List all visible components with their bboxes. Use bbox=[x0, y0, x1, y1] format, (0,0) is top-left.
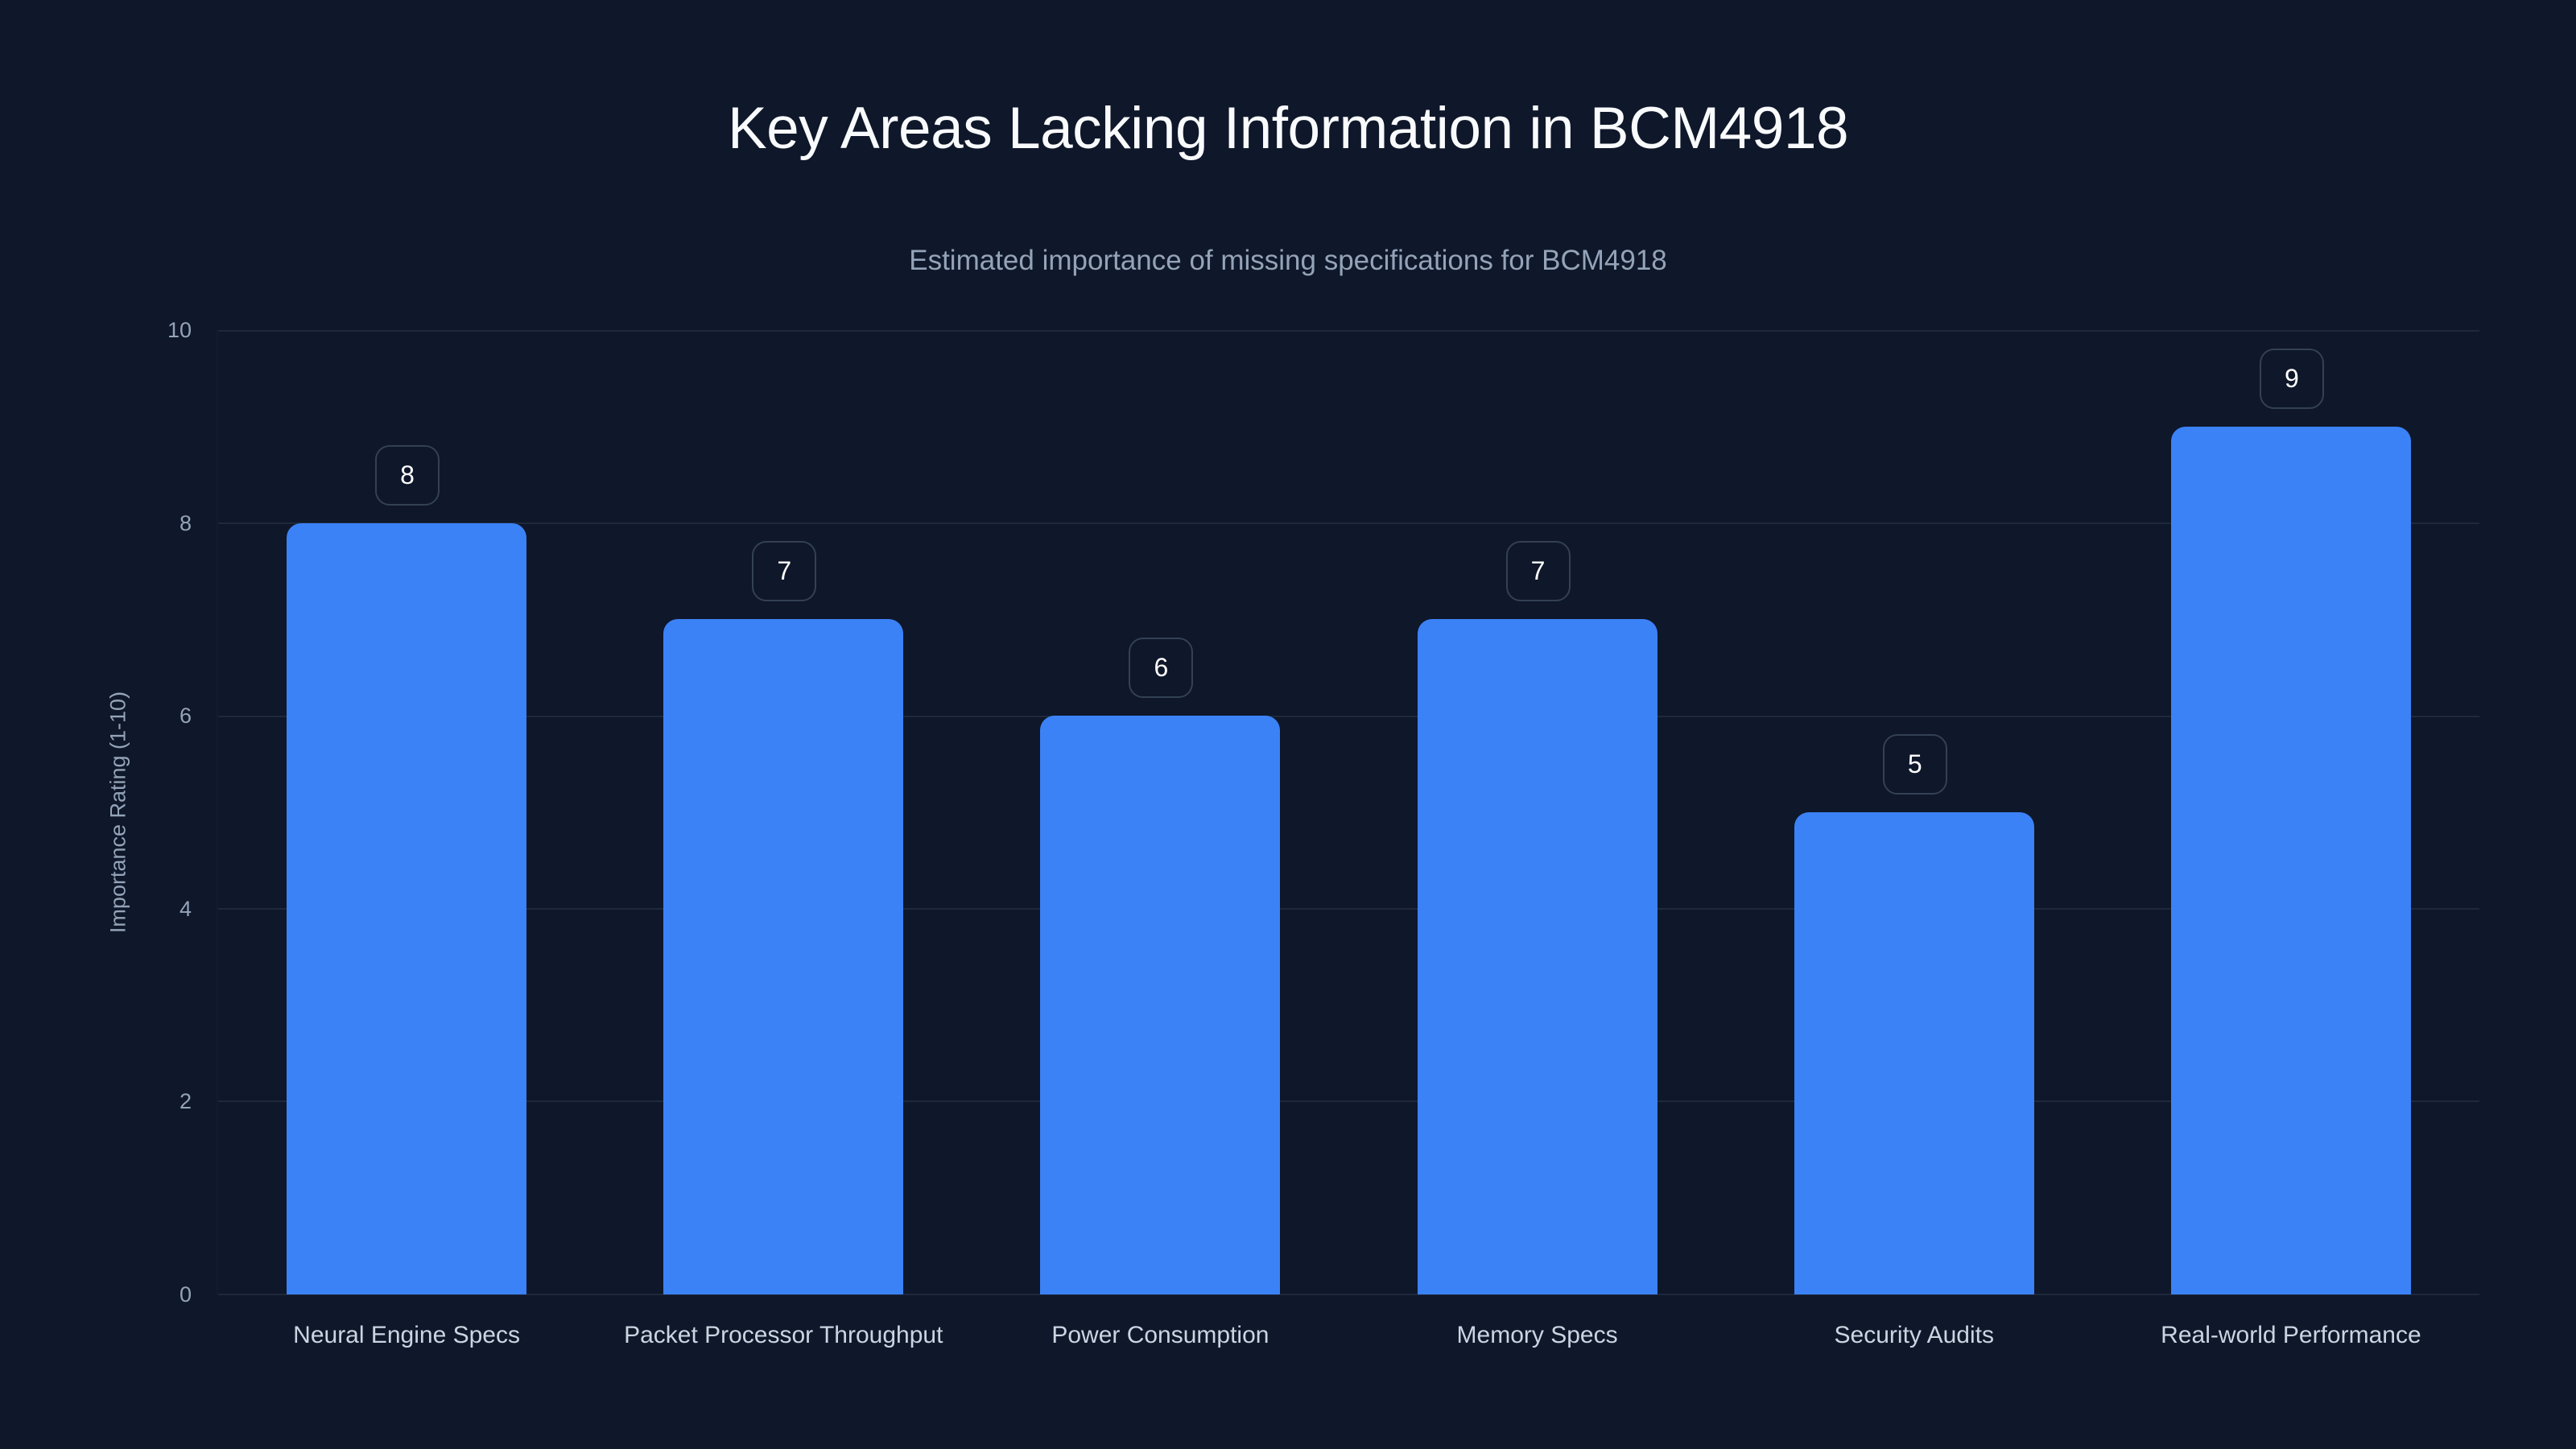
gridline-0 bbox=[218, 1294, 2479, 1295]
value-label: 7 bbox=[752, 541, 817, 602]
value-label: 8 bbox=[375, 444, 440, 506]
chart-subtitle: Estimated importance of missing specific… bbox=[909, 245, 1667, 276]
y-tick-6: 6 bbox=[179, 704, 192, 728]
gridline-4 bbox=[218, 908, 2479, 910]
gridline-10 bbox=[218, 330, 2479, 332]
y-tick-8: 8 bbox=[179, 511, 192, 535]
x-axis-label: Neural Engine Specs bbox=[293, 1322, 520, 1348]
bar bbox=[1040, 716, 1281, 1294]
gridline-6 bbox=[218, 716, 2479, 717]
chart-title: Key Areas Lacking Information in BCM4918 bbox=[727, 96, 1849, 161]
gridline-2 bbox=[218, 1100, 2479, 1102]
x-axis-label: Real-world Performance bbox=[2161, 1322, 2421, 1348]
x-axis-label: Packet Processor Throughput bbox=[624, 1322, 943, 1348]
plot-area: 8 7 6 7 5 9 bbox=[217, 330, 2479, 1295]
x-axis-label: Power Consumption bbox=[1051, 1322, 1269, 1348]
value-label: 9 bbox=[2259, 348, 2324, 409]
value-label: 5 bbox=[1882, 734, 1947, 795]
y-axis-line bbox=[217, 330, 218, 1294]
bar bbox=[663, 619, 904, 1294]
y-tick-10: 10 bbox=[167, 318, 192, 342]
value-label: 7 bbox=[1505, 541, 1571, 602]
y-tick-2: 2 bbox=[179, 1089, 192, 1113]
x-axis-label: Memory Specs bbox=[1456, 1322, 1618, 1348]
value-label: 6 bbox=[1129, 638, 1194, 699]
bar bbox=[1794, 812, 2034, 1294]
bar bbox=[1417, 619, 1657, 1294]
y-tick-0: 0 bbox=[179, 1282, 192, 1307]
y-tick-4: 4 bbox=[179, 897, 192, 921]
bar bbox=[2170, 426, 2411, 1294]
gridline-8 bbox=[218, 522, 2479, 524]
bar bbox=[287, 522, 527, 1294]
x-axis-label: Security Audits bbox=[1834, 1322, 1994, 1348]
